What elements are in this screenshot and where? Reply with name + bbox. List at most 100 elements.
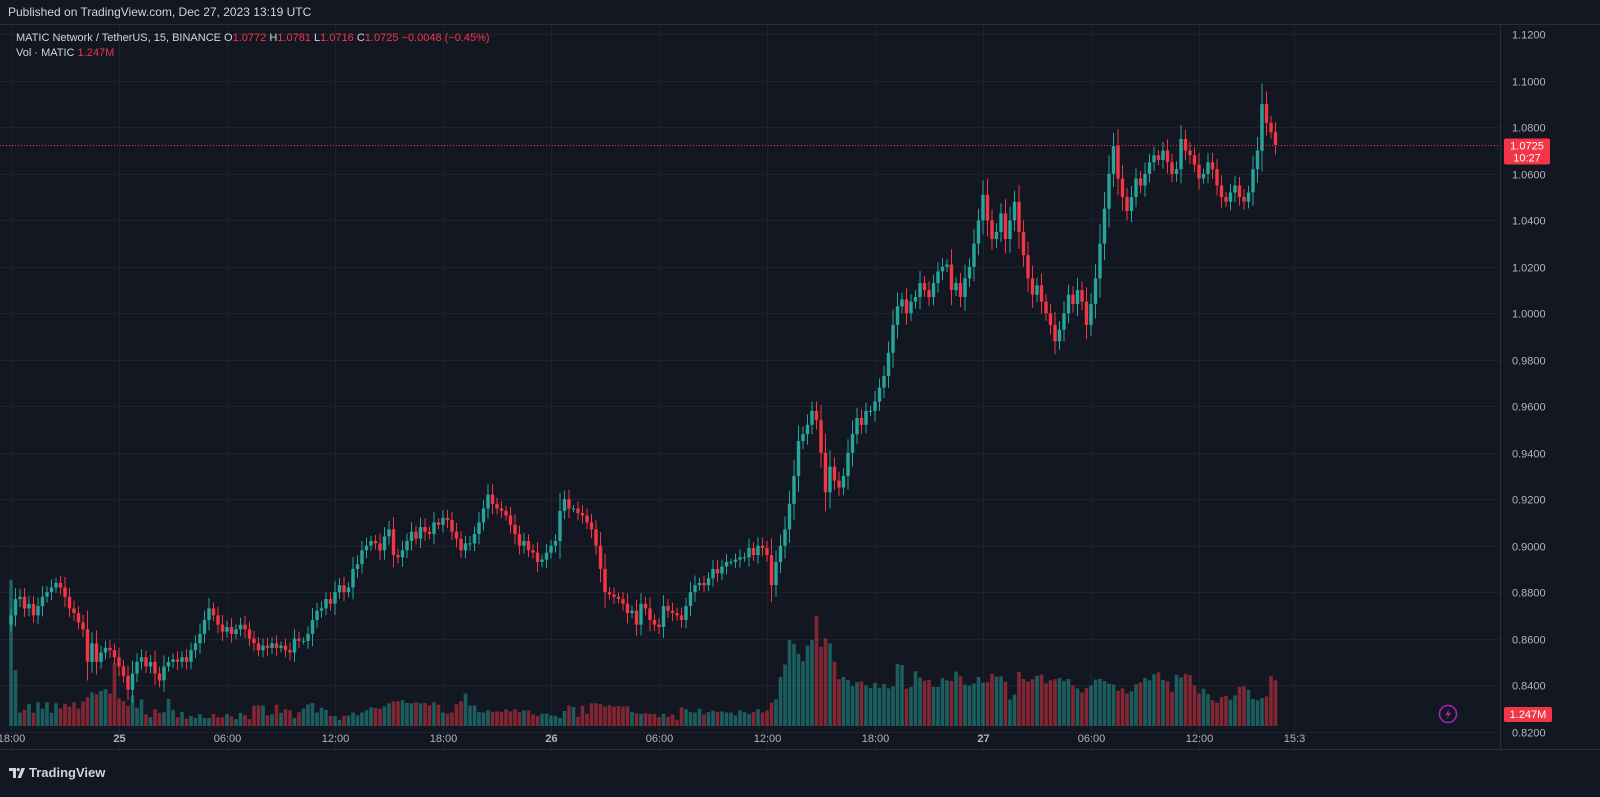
volume-bar (1210, 700, 1215, 726)
tradingview-brand[interactable]: TradingView (9, 765, 105, 780)
volume-bar (373, 708, 378, 726)
candle (486, 484, 490, 519)
candle (603, 553, 607, 608)
volume-bar (1228, 699, 1233, 726)
candle (261, 638, 265, 658)
candle (945, 259, 949, 273)
volume-bar (261, 705, 265, 726)
volume-bar (612, 706, 616, 726)
symbol-label[interactable]: MATIC Network / TetherUS, 15, BINANCE (16, 32, 221, 44)
volume-bar (1264, 696, 1269, 726)
candle (657, 617, 661, 635)
volume-bar (1170, 691, 1174, 726)
candle (31, 596, 36, 623)
volume-bar (139, 699, 144, 726)
volume-bar (90, 692, 94, 726)
volume-bar (1192, 685, 1197, 726)
candle (1237, 177, 1242, 206)
volume-bar (391, 701, 396, 726)
candle (90, 632, 94, 673)
candle (99, 645, 103, 669)
volume-bar (936, 686, 940, 726)
volume-bar (463, 693, 468, 726)
candle (1062, 301, 1066, 342)
volume-bar (477, 712, 481, 726)
candle (724, 554, 729, 575)
volume-bar (1120, 688, 1125, 726)
candle (526, 534, 531, 558)
volume-bar (1129, 691, 1134, 726)
volume-bar (1156, 672, 1161, 726)
time-axis[interactable]: 18:00 25 06:00 12:00 18:00 26 06:00 12:00 18:00 2… (0, 733, 1305, 745)
candle (891, 309, 895, 368)
volume-bar (724, 712, 729, 726)
volume-bar (868, 688, 873, 726)
volume-bar (481, 712, 486, 726)
candle (310, 608, 315, 647)
candle (220, 615, 225, 642)
time-tick-label: 06:00 (214, 733, 242, 745)
volume-bar (967, 685, 972, 726)
volume-bar (729, 712, 733, 726)
candle (139, 649, 144, 670)
candle (553, 534, 558, 553)
volume-bar (666, 716, 670, 726)
candle (567, 489, 571, 518)
volume-bar (855, 682, 859, 726)
time-tick-label: 06:00 (1078, 733, 1106, 745)
volume-badge-value: 1.247M (1510, 709, 1547, 721)
candle (76, 606, 81, 630)
time-tick-label: 12:00 (322, 733, 350, 745)
volume-bar (787, 639, 792, 726)
tradingview-logo-icon (9, 768, 25, 778)
volume-bar (535, 715, 540, 726)
volume-bar (1017, 671, 1021, 726)
price-axis[interactable]: 1.1200 1.1000 1.0800 1.0600 1.0400 1.0200 1.00… (1512, 30, 1546, 740)
volume-bar (1165, 681, 1170, 726)
volume-bar (328, 715, 333, 726)
volume-bar (1039, 674, 1044, 726)
candle (382, 527, 387, 560)
candle (1174, 161, 1179, 182)
volume-bar (112, 663, 117, 726)
candle (117, 647, 121, 676)
volume-bar (1219, 697, 1224, 726)
candle (940, 258, 945, 281)
volume-bar (117, 698, 121, 726)
candle (688, 581, 693, 617)
volume-bar (202, 718, 207, 726)
candle (13, 588, 18, 627)
volume-bar (67, 706, 72, 726)
candle (85, 610, 90, 681)
last-price-badge: 1.0725 10:27 (1504, 138, 1550, 165)
candle (1080, 281, 1084, 311)
candle (1215, 159, 1219, 196)
candle (1165, 139, 1170, 174)
candle (1273, 122, 1278, 155)
grid-lines (0, 24, 1500, 749)
candle (877, 378, 882, 411)
candle (301, 637, 306, 645)
candle (337, 578, 342, 599)
candle (954, 277, 958, 296)
candle (346, 582, 351, 598)
volume-bar (522, 710, 526, 726)
volume-bar (229, 716, 234, 726)
candle (733, 553, 738, 569)
lightning-icon[interactable] (1438, 704, 1458, 724)
candle (459, 531, 463, 558)
candle (751, 542, 756, 561)
volume-bar (409, 703, 414, 726)
candle (990, 209, 994, 250)
volume-bar (1188, 675, 1192, 726)
volume-bar (738, 710, 742, 726)
volume-bar (891, 686, 895, 726)
volume-label[interactable]: Vol · MATIC (16, 47, 75, 59)
volume-bar (589, 703, 594, 726)
candle (531, 544, 535, 559)
candle (1192, 147, 1197, 173)
volume-bar (180, 711, 184, 727)
candle (378, 533, 382, 560)
candle (1152, 146, 1156, 171)
